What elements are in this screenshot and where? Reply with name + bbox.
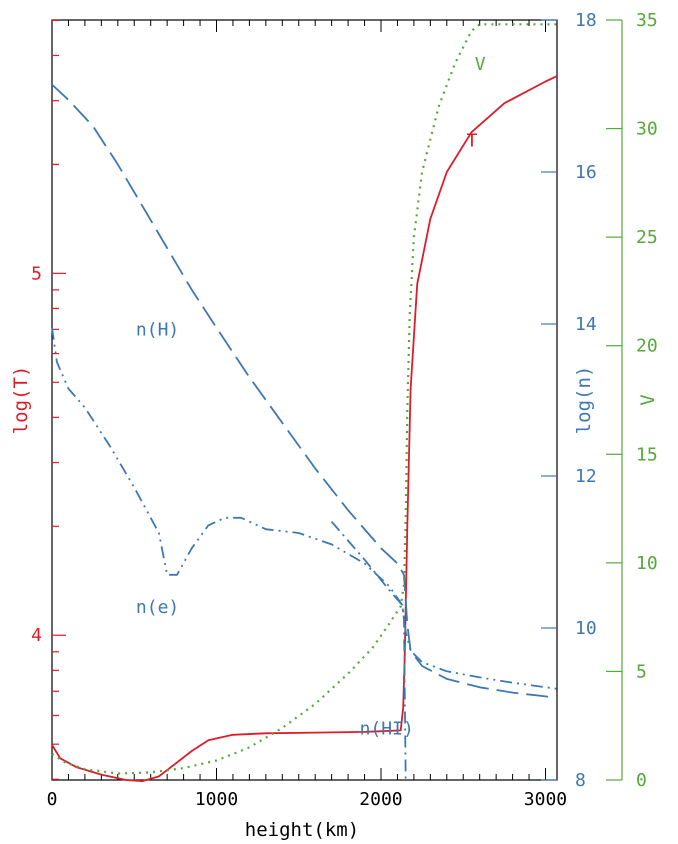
logT-axis-label: log(T) <box>10 366 32 435</box>
logn-tick-label: 18 <box>575 10 597 31</box>
v-tick-label: 10 <box>636 553 658 574</box>
x-tick-label: 0 <box>47 789 58 810</box>
v-tick-label: 25 <box>636 227 658 248</box>
plot-frame <box>51 19 558 781</box>
series-line-t <box>51 75 558 782</box>
logn-tick-label: 12 <box>575 466 597 487</box>
v-tick-label: 35 <box>636 10 658 31</box>
logn-tick-label: 8 <box>575 770 586 791</box>
x-tick-label: 2000 <box>359 789 402 810</box>
series-group <box>51 23 558 782</box>
x-axis: 0 1000 2000 3000 <box>47 20 567 810</box>
series-label-v: V <box>475 54 486 75</box>
v-tick-label: 15 <box>636 444 658 465</box>
v-tick-label: 5 <box>636 661 647 682</box>
logT-tick-label: 5 <box>31 263 42 284</box>
x-axis-label: height(km) <box>245 819 359 841</box>
v-tick-label: 30 <box>636 119 658 140</box>
series-label-t: T <box>467 131 478 152</box>
logT-axis: 45 <box>31 19 66 780</box>
series-label-n-e-: n(e) <box>136 597 179 618</box>
series-line-v <box>51 23 557 775</box>
logn-axis-label: log(n) <box>573 366 595 435</box>
logn-axis: 8 10 12 14 16 18 <box>541 10 597 791</box>
x-tick-label: 3000 <box>524 789 567 810</box>
series-label-n-hi-: n(HI) <box>360 718 414 739</box>
logn-tick-label: 16 <box>575 162 597 183</box>
logn-tick-label: 10 <box>575 618 597 639</box>
v-axis: 0 5 10 15 20 25 30 35 <box>606 10 658 791</box>
series-labels: V Tn(H) n(e) n(HI) <box>136 54 486 739</box>
series-line-n-hi- <box>330 521 407 781</box>
series-line-n-h- <box>51 83 558 699</box>
v-tick-label: 20 <box>636 336 658 357</box>
logn-tick-label: 14 <box>575 314 597 335</box>
v-axis-label: V <box>637 394 659 405</box>
series-label-n-h-: n(H) <box>136 319 179 340</box>
v-tick-label: 0 <box>636 770 647 791</box>
logT-tick-label: 4 <box>31 625 42 646</box>
series-line-n-e- <box>51 327 558 690</box>
x-tick-label: 1000 <box>195 789 238 810</box>
